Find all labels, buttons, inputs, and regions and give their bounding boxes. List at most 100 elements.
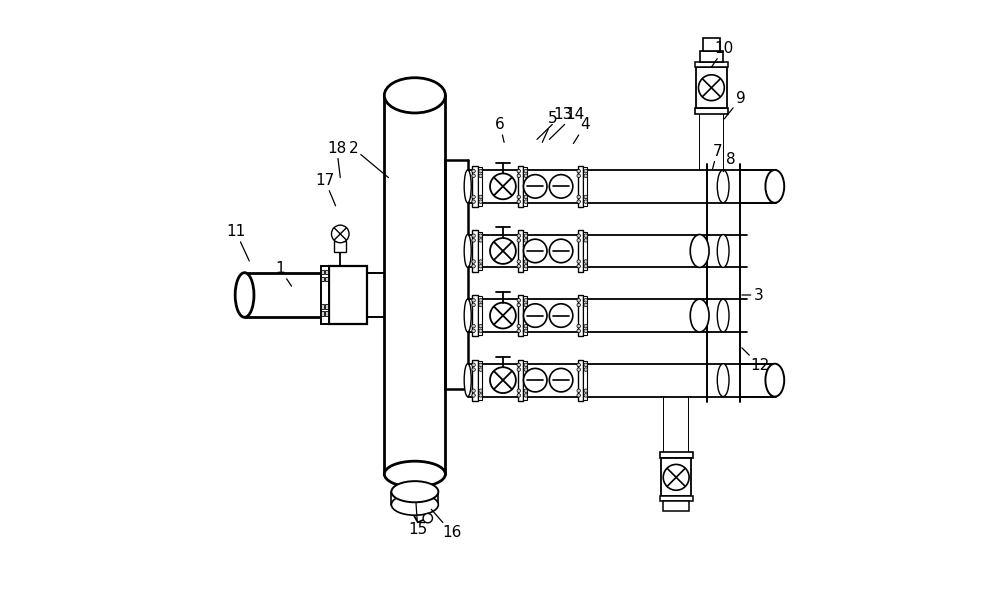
Circle shape (577, 389, 580, 392)
Circle shape (517, 299, 521, 302)
Circle shape (517, 234, 521, 237)
Ellipse shape (717, 234, 729, 267)
Circle shape (577, 324, 580, 328)
Ellipse shape (464, 299, 471, 332)
Circle shape (524, 363, 528, 366)
Circle shape (472, 368, 475, 371)
Circle shape (517, 329, 521, 333)
Circle shape (479, 368, 482, 371)
Circle shape (663, 464, 689, 490)
Text: 12: 12 (742, 348, 769, 373)
Circle shape (584, 169, 587, 173)
Circle shape (517, 264, 521, 268)
Circle shape (472, 264, 475, 268)
Circle shape (524, 394, 528, 397)
Circle shape (517, 238, 521, 242)
Ellipse shape (391, 481, 438, 502)
Ellipse shape (690, 299, 709, 332)
Circle shape (577, 299, 580, 302)
Circle shape (584, 324, 587, 328)
Circle shape (524, 324, 528, 328)
Circle shape (584, 174, 587, 178)
Bar (660, 496, 693, 501)
Text: 14: 14 (549, 107, 585, 139)
Bar (321, 266, 329, 324)
Circle shape (479, 324, 482, 328)
Bar (321, 270, 324, 274)
Circle shape (524, 169, 528, 173)
Circle shape (523, 304, 547, 327)
Circle shape (472, 329, 475, 333)
Circle shape (479, 264, 482, 268)
Circle shape (524, 389, 528, 392)
Circle shape (472, 174, 475, 178)
Bar (663, 501, 689, 511)
Text: 10: 10 (711, 41, 734, 67)
Circle shape (472, 389, 475, 392)
Bar (518, 231, 523, 271)
Bar (660, 453, 693, 458)
Circle shape (584, 368, 587, 371)
Circle shape (523, 239, 547, 263)
Circle shape (577, 303, 580, 307)
Circle shape (479, 169, 482, 173)
Circle shape (524, 174, 528, 178)
Bar (329, 266, 367, 324)
Bar (518, 295, 523, 336)
Circle shape (423, 513, 432, 523)
Bar (321, 277, 324, 281)
Bar (518, 166, 523, 207)
Bar (578, 359, 583, 401)
Ellipse shape (464, 234, 471, 267)
Circle shape (479, 234, 482, 237)
Circle shape (479, 238, 482, 242)
Text: 1: 1 (275, 261, 292, 286)
Ellipse shape (384, 461, 445, 487)
Circle shape (524, 303, 528, 307)
Bar (325, 304, 328, 309)
Bar (707, 164, 740, 402)
Circle shape (577, 169, 580, 173)
Bar (583, 167, 587, 206)
Bar (700, 51, 723, 63)
Ellipse shape (384, 78, 445, 113)
Circle shape (549, 239, 573, 263)
Bar (703, 38, 720, 51)
Bar (523, 360, 527, 399)
Circle shape (577, 174, 580, 178)
Circle shape (577, 260, 580, 263)
Circle shape (577, 363, 580, 366)
Circle shape (523, 368, 547, 392)
Bar (523, 296, 527, 335)
Bar (472, 359, 478, 401)
Circle shape (479, 299, 482, 302)
Bar (478, 232, 482, 270)
Text: 9: 9 (724, 91, 746, 119)
Circle shape (584, 264, 587, 268)
Circle shape (584, 234, 587, 237)
Circle shape (524, 260, 528, 263)
Text: 15: 15 (408, 503, 427, 537)
Circle shape (549, 368, 573, 392)
Circle shape (523, 175, 547, 198)
Circle shape (584, 260, 587, 263)
Bar (583, 296, 587, 335)
Circle shape (472, 169, 475, 173)
Circle shape (472, 303, 475, 307)
Circle shape (524, 264, 528, 268)
Text: 16: 16 (431, 509, 462, 540)
Circle shape (524, 195, 528, 199)
Text: 13: 13 (537, 107, 573, 139)
Circle shape (577, 238, 580, 242)
Circle shape (517, 260, 521, 263)
Text: 5: 5 (542, 112, 558, 142)
Circle shape (577, 264, 580, 268)
Bar (523, 167, 527, 206)
Bar (578, 295, 583, 336)
Bar (321, 312, 324, 316)
Bar (478, 296, 482, 335)
Text: 11: 11 (226, 224, 249, 261)
Text: 7: 7 (712, 143, 722, 169)
Circle shape (472, 200, 475, 204)
Circle shape (524, 299, 528, 302)
